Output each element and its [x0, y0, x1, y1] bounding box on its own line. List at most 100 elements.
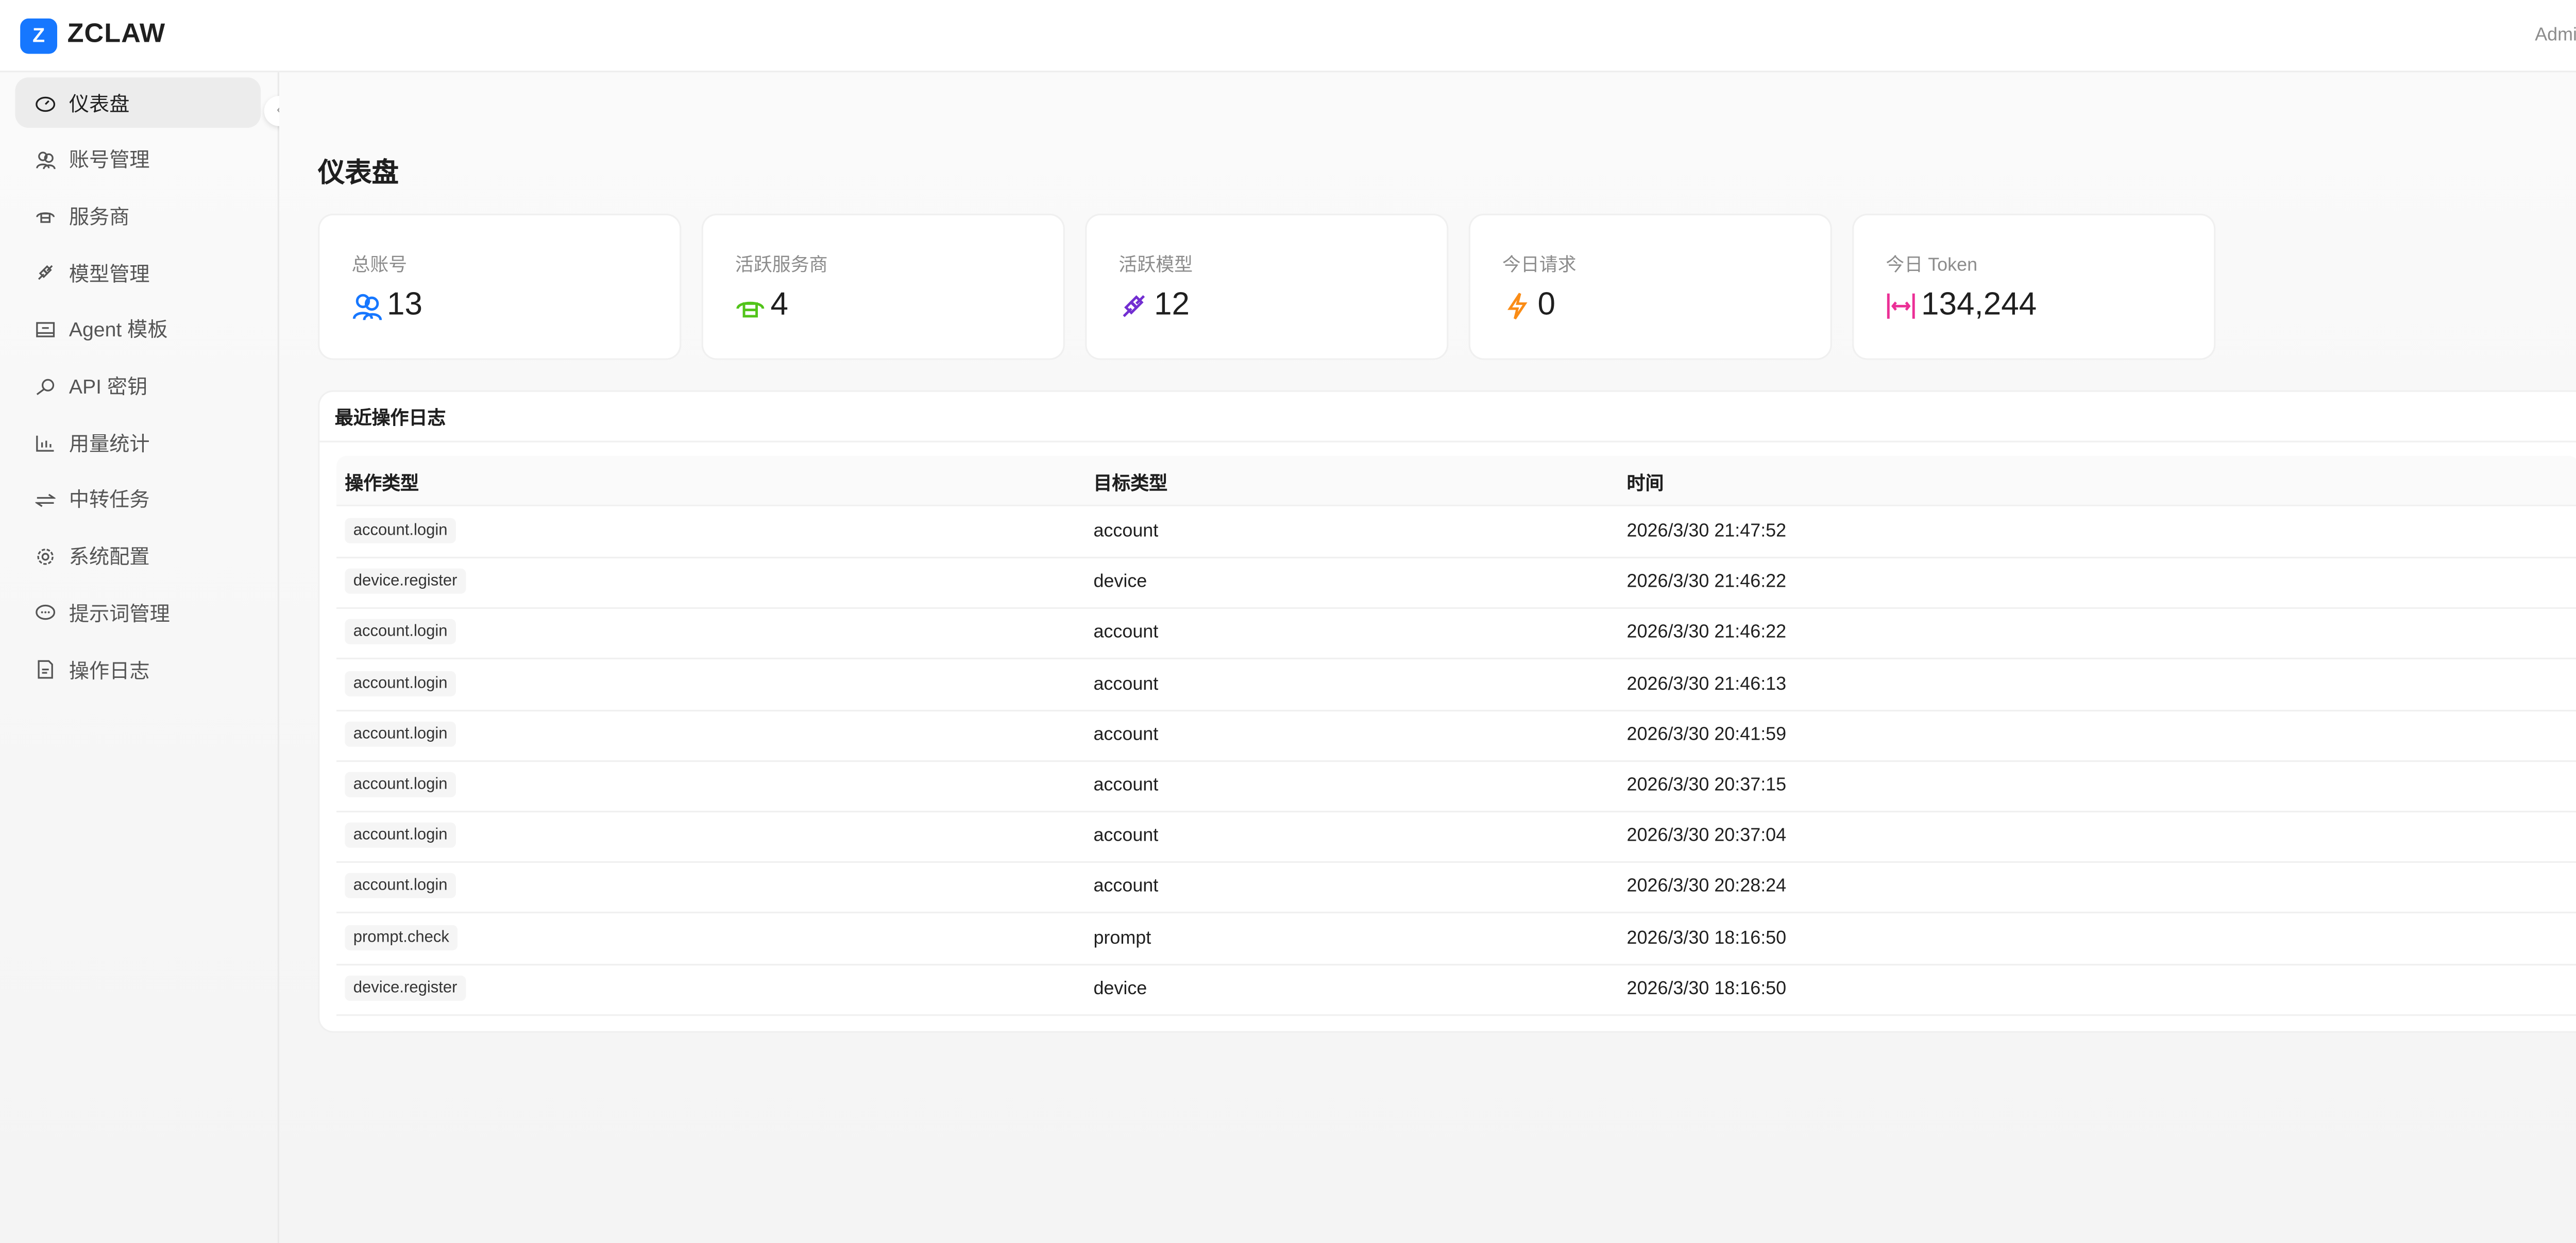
template-icon	[36, 321, 55, 337]
target-type: account	[1093, 623, 1159, 643]
sidebar-item[interactable]: 模型管理	[15, 247, 261, 298]
bar-chart-icon	[36, 436, 54, 452]
logo: Z	[20, 18, 58, 54]
log-title: 最近操作日志	[334, 408, 446, 429]
sidebar-item-label: 仪表盘	[69, 91, 130, 115]
stat-label: 总账号	[351, 256, 408, 276]
stat-value: 13	[387, 287, 423, 323]
swap-icon	[35, 493, 56, 507]
gear-icon	[37, 548, 54, 565]
sidebar-item[interactable]: 提示词管理	[15, 588, 261, 638]
timestamp: 2026/3/30 21:46:22	[1626, 623, 1787, 643]
stat-value: 0	[1537, 287, 1556, 323]
table-row: account.login account 2026/3/30 20:37:04	[336, 811, 2576, 863]
sidebar-item[interactable]: 操作日志	[15, 644, 261, 695]
action-tag: account.login	[345, 619, 456, 645]
action-tag: account.login	[345, 873, 456, 899]
stat-card: 今日请求 0	[1470, 215, 1831, 359]
table-row: account.login account 2026/3/30 21:46:22	[336, 608, 2576, 660]
cloud-server-icon	[736, 301, 765, 318]
table-row: account.login account 2026/3/30 20:37:15	[336, 760, 2576, 813]
table-header: 操作类型 目标类型 时间	[336, 455, 2576, 506]
top-header: Z ZCLAW Admin	[0, 0, 2576, 73]
timestamp: 2026/3/30 21:46:13	[1626, 674, 1787, 694]
api-plug-icon	[1123, 295, 1145, 317]
target-type: device	[1093, 572, 1147, 592]
user-menu[interactable]: Admin	[2535, 25, 2576, 46]
table-row: device.register device 2026/3/30 21:46:22	[336, 557, 2576, 609]
users-icon	[352, 294, 382, 320]
sidebar-item-label: Agent 模板	[69, 318, 168, 342]
sidebar-item[interactable]: 中转任务	[15, 474, 261, 524]
target-type: prompt	[1093, 928, 1151, 948]
target-type: account	[1093, 674, 1159, 694]
brand-name: ZCLAW	[67, 20, 166, 49]
target-type: account	[1093, 521, 1159, 542]
thunderbolt-icon	[1507, 293, 1528, 320]
stat-label: 今日请求	[1502, 256, 1577, 276]
timestamp: 2026/3/30 18:16:50	[1626, 928, 1787, 948]
timestamp: 2026/3/30 18:16:50	[1626, 978, 1787, 999]
sidebar-item[interactable]: 系统配置	[15, 531, 261, 582]
table-row: account.login account 2026/3/30 20:28:24	[336, 862, 2576, 914]
stat-card: 活跃模型 12	[1087, 215, 1447, 359]
table-row: account.login account 2026/3/30 20:41:59	[336, 709, 2576, 762]
sidebar-item-label: 提示词管理	[69, 602, 170, 626]
cloud-server-icon	[36, 213, 55, 224]
column-header: 时间	[1626, 474, 1664, 495]
stat-label: 活跃服务商	[735, 256, 828, 276]
column-width-icon	[1887, 293, 1915, 319]
sidebar-item-label: 模型管理	[69, 262, 150, 285]
column-header: 操作类型	[345, 474, 419, 495]
sidebar-item[interactable]: 仪表盘	[15, 77, 261, 128]
action-tag: device.register	[345, 569, 466, 594]
action-tag: account.login	[345, 721, 456, 747]
sidebar-item-label: 用量统计	[69, 432, 150, 455]
stat-value: 134,244	[1921, 287, 2037, 323]
sidebar-item-label: 账号管理	[69, 148, 150, 172]
action-tag: device.register	[345, 975, 466, 1001]
target-type: account	[1093, 877, 1159, 897]
sidebar-item[interactable]: Agent 模板	[15, 304, 261, 354]
stat-label: 今日 Token	[1886, 256, 1978, 276]
timestamp: 2026/3/30 20:28:24	[1626, 877, 1787, 897]
dashboard-icon	[36, 96, 56, 112]
table-row: account.login account 2026/3/30 21:47:52	[336, 506, 2576, 559]
sidebar-item[interactable]: 账号管理	[15, 134, 261, 184]
target-type: device	[1093, 978, 1147, 999]
table-row: device.register device 2026/3/30 18:16:50	[336, 963, 2576, 1016]
stat-card: 活跃服务商 4	[703, 215, 1063, 359]
sidebar-item-label: 系统配置	[69, 545, 150, 569]
sidebar-item-label: 中转任务	[69, 488, 150, 512]
action-tag: account.login	[345, 772, 456, 797]
users-icon	[36, 151, 56, 169]
action-tag: account.login	[345, 518, 456, 543]
main-content: 仪表盘 总账号 13 活跃服务商 4 活跃模型 12 今日请求 0 今日 Token 134,24…	[279, 72, 2576, 1243]
column-header: 目标类型	[1093, 474, 1168, 495]
sidebar-item[interactable]: 用量统计	[15, 417, 261, 468]
stat-value: 4	[770, 287, 789, 323]
sidebar-item-label: API 密钥	[69, 375, 148, 399]
target-type: account	[1093, 724, 1159, 745]
sidebar-item[interactable]: 服务商	[15, 191, 261, 241]
timestamp: 2026/3/30 20:37:15	[1626, 775, 1787, 796]
stat-card: 今日 Token 134,244	[1854, 215, 2214, 359]
divider	[319, 440, 2576, 442]
recent-log-card: 最近操作日志 操作类型 目标类型 时间 account.login account…	[319, 391, 2576, 1031]
message-icon	[36, 605, 56, 621]
stat-card: 总账号 13	[319, 215, 680, 359]
table-row: prompt.check prompt 2026/3/30 18:16:50	[336, 913, 2576, 965]
api-plug-icon	[38, 265, 53, 280]
sidebar-item-label: 操作日志	[69, 658, 150, 683]
timestamp: 2026/3/30 21:46:22	[1626, 572, 1787, 592]
sidebar: 仪表盘账号管理服务商模型管理 Agent 模板 API 密钥 用量统计中转任务系统配置…	[0, 72, 280, 1243]
sidebar-item[interactable]: API 密钥	[15, 361, 261, 411]
action-tag: account.login	[345, 823, 456, 848]
table-row: account.login account 2026/3/30 21:46:13	[336, 659, 2576, 711]
stat-label: 活跃模型	[1118, 256, 1193, 276]
stat-value: 12	[1154, 287, 1190, 323]
target-type: account	[1093, 826, 1159, 847]
timestamp: 2026/3/30 20:37:04	[1626, 826, 1787, 847]
target-type: account	[1093, 775, 1159, 796]
timestamp: 2026/3/30 20:41:59	[1626, 724, 1787, 745]
